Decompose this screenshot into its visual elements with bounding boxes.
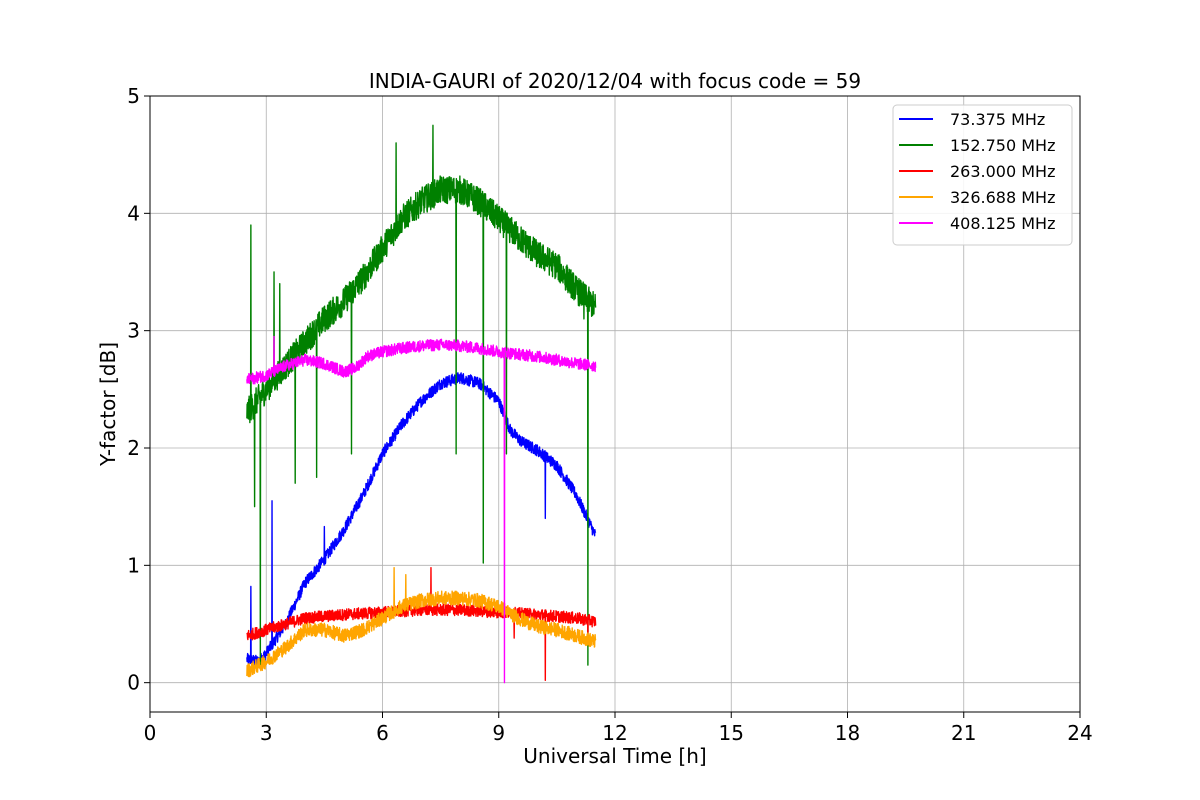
y-axis-title: Y-factor [dB]	[96, 342, 120, 467]
series-4	[246, 335, 597, 684]
legend-box	[892, 104, 1073, 246]
legend-label: 326.688 MHz	[950, 188, 1055, 207]
series-3	[246, 566, 597, 678]
series-line	[246, 566, 597, 682]
x-tick-label: 9	[492, 721, 505, 745]
x-axis-title: Universal Time [h]	[523, 744, 706, 768]
series-line	[246, 372, 597, 667]
y-tick-label: 1	[127, 553, 140, 577]
legend: 73.375 MHz 152.750 MHz 263.000 MHz 326.688 …	[892, 104, 1073, 246]
series-layer	[246, 124, 597, 684]
series-2	[246, 566, 597, 682]
chart-title: INDIA-GAURI of 2020/12/04 with focus cod…	[369, 69, 861, 93]
x-tick-label: 24	[1067, 721, 1092, 745]
y-tick-label: 5	[127, 84, 140, 108]
legend-label: 73.375 MHz	[950, 110, 1045, 129]
series-line	[246, 566, 597, 678]
y-tick-label: 0	[127, 671, 140, 695]
x-tick-label: 18	[835, 721, 860, 745]
series-line	[246, 124, 597, 666]
x-tick-label: 15	[719, 721, 744, 745]
series-0	[246, 372, 597, 667]
y-tick-label: 2	[127, 436, 140, 460]
legend-label: 152.750 MHz	[950, 136, 1055, 155]
legend-label: 408.125 MHz	[950, 214, 1055, 233]
y-tick-label: 3	[127, 319, 140, 343]
series-1	[246, 124, 597, 666]
legend-label: 263.000 MHz	[950, 162, 1055, 181]
x-tick-label: 6	[376, 721, 389, 745]
x-tick-label: 21	[951, 721, 976, 745]
x-tick-label: 3	[260, 721, 273, 745]
y-tick-label: 4	[127, 201, 140, 225]
x-tick-label: 0	[144, 721, 157, 745]
x-tick-label: 12	[602, 721, 627, 745]
series-line	[246, 335, 597, 684]
